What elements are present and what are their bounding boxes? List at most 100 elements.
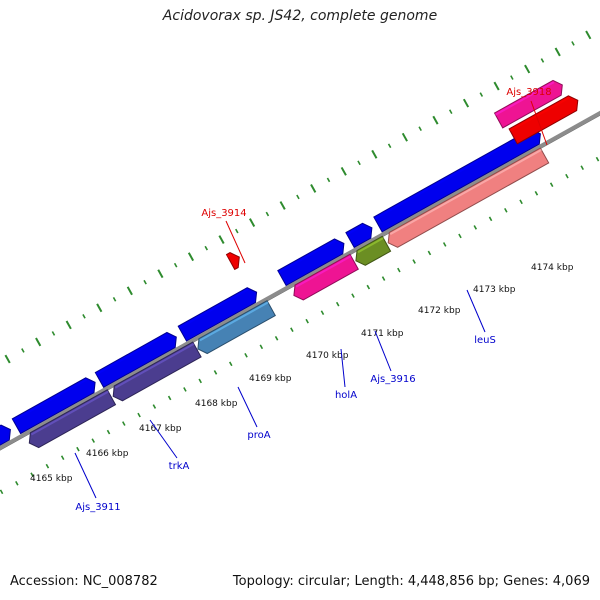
gene-purple-2 bbox=[112, 341, 202, 402]
inner-tick-mark bbox=[15, 480, 19, 486]
tick-label-2: 4167 kbp bbox=[139, 424, 182, 434]
inner-tick-mark bbox=[259, 344, 264, 350]
inner-tick-mark bbox=[198, 378, 202, 384]
outer-tick-mark bbox=[371, 149, 378, 159]
outer-tick-mark bbox=[448, 109, 453, 114]
tick-label-8: 4173 kbp bbox=[473, 285, 516, 295]
tick-label-1: 4166 kbp bbox=[86, 449, 129, 459]
outer-tick-mark bbox=[65, 320, 72, 330]
outer-tick-mark bbox=[571, 41, 575, 46]
gene-blue-2 bbox=[11, 377, 96, 435]
tick-label-0: 4165 kbp bbox=[30, 474, 73, 484]
gene-pink-1 bbox=[293, 253, 359, 301]
map-title: Acidovorax sp. JS42, complete genome bbox=[162, 8, 438, 24]
inner-tick-mark bbox=[595, 156, 600, 162]
gene-blue-5 bbox=[277, 238, 345, 287]
tick-label-9: 4174 kbp bbox=[531, 263, 574, 273]
outer-tick-mark bbox=[510, 75, 514, 80]
outer-tick-mark bbox=[418, 126, 422, 132]
gene-red-2 bbox=[508, 95, 579, 145]
inner-tick-mark bbox=[30, 472, 34, 478]
callout-line-ajs_3918 bbox=[530, 100, 548, 146]
gene-purple-2-highlight bbox=[114, 342, 195, 389]
gene-label-proa: proA bbox=[247, 430, 270, 441]
inner-tick-mark bbox=[534, 190, 539, 196]
outer-tick-mark bbox=[235, 228, 239, 234]
inner-tick-mark bbox=[91, 438, 96, 443]
gene-red-2-highlight bbox=[509, 96, 570, 132]
inner-tick-mark bbox=[580, 165, 584, 170]
gene-label-ajs_3911: Ajs_3911 bbox=[75, 502, 120, 513]
gene-blue-3 bbox=[94, 331, 177, 388]
tick-label-4: 4169 kbp bbox=[249, 374, 292, 384]
gene-label-ajs_3916: Ajs_3916 bbox=[370, 374, 415, 385]
outer-tick-mark bbox=[112, 296, 117, 302]
outer-tick-mark bbox=[249, 218, 256, 227]
outer-tick-mark bbox=[173, 262, 178, 268]
inner-tick-mark bbox=[0, 489, 4, 495]
gene-steelblue-highlight bbox=[199, 301, 269, 342]
callout-line-ajs_3914 bbox=[225, 220, 246, 264]
inner-tick-mark bbox=[137, 412, 141, 418]
outer-tick-mark bbox=[265, 211, 270, 217]
gene-label-ajs_3918: Ajs_3918 bbox=[506, 87, 551, 98]
inner-tick-mark bbox=[183, 387, 187, 392]
outer-tick-mark bbox=[462, 98, 470, 108]
outer-tick-mark bbox=[126, 286, 133, 296]
outer-tick-mark bbox=[218, 235, 225, 245]
gene-salmon bbox=[387, 147, 550, 248]
gene-label-hola: holA bbox=[335, 390, 357, 401]
inner-tick-mark bbox=[274, 335, 279, 341]
topology-text: Topology: circular; Length: 4,448,856 bp… bbox=[232, 574, 590, 589]
inner-tick-mark bbox=[473, 225, 478, 230]
gene-salmon-highlight bbox=[389, 148, 542, 236]
inner-tick-mark bbox=[335, 301, 340, 307]
outer-tick-mark bbox=[387, 143, 392, 149]
tick-label-7: 4172 kbp bbox=[418, 306, 461, 316]
outer-tick-mark bbox=[357, 160, 361, 166]
outer-tick-mark bbox=[479, 92, 484, 97]
outer-tick-mark bbox=[143, 279, 147, 285]
inner-tick-mark bbox=[366, 284, 371, 290]
inner-tick-mark bbox=[381, 276, 386, 281]
gene-pink-2 bbox=[493, 79, 563, 129]
outer-tick-mark bbox=[401, 132, 408, 142]
outer-tick-mark bbox=[585, 30, 592, 40]
gene-blue-1 bbox=[0, 424, 11, 446]
outer-tick-mark bbox=[493, 81, 500, 91]
outer-tick-mark bbox=[279, 201, 286, 210]
inner-tick-mark bbox=[412, 259, 416, 264]
gene-blue-4-highlight bbox=[178, 288, 249, 329]
gene-blue-7 bbox=[373, 128, 541, 233]
gene-label-trka: trkA bbox=[169, 461, 190, 472]
outer-tick-mark bbox=[310, 184, 317, 193]
outer-tick-mark bbox=[326, 177, 331, 183]
inner-tick-mark bbox=[351, 293, 355, 298]
callout-line-hola bbox=[340, 348, 346, 388]
outer-tick-mark bbox=[4, 354, 11, 364]
outer-tick-mark bbox=[554, 47, 561, 57]
gene-blue-4 bbox=[177, 287, 258, 342]
inner-tick-mark bbox=[60, 455, 65, 460]
outer-tick-mark bbox=[82, 314, 86, 319]
gene-pink-1-highlight bbox=[295, 255, 352, 288]
inner-tick-mark bbox=[76, 446, 80, 452]
tick-label-3: 4168 kbp bbox=[195, 399, 238, 409]
gene-blue-6 bbox=[345, 222, 373, 249]
inner-tick-mark bbox=[152, 404, 157, 409]
gene-steelblue bbox=[197, 300, 276, 355]
outer-tick-mark bbox=[204, 245, 209, 251]
gene-purple-1-highlight bbox=[30, 390, 109, 436]
outer-tick-mark bbox=[524, 64, 531, 74]
inner-tick-mark bbox=[228, 361, 233, 367]
callout-line-trka bbox=[149, 419, 178, 459]
inner-tick-mark bbox=[106, 429, 111, 435]
outer-tick-mark bbox=[540, 58, 545, 63]
inner-tick-mark bbox=[320, 310, 325, 315]
outer-tick-mark bbox=[96, 303, 103, 313]
inner-tick-mark bbox=[519, 199, 523, 205]
gene-blue-6-highlight bbox=[346, 224, 364, 236]
callout-line-ajs_3911 bbox=[74, 452, 97, 499]
gene-red-small bbox=[225, 252, 240, 271]
